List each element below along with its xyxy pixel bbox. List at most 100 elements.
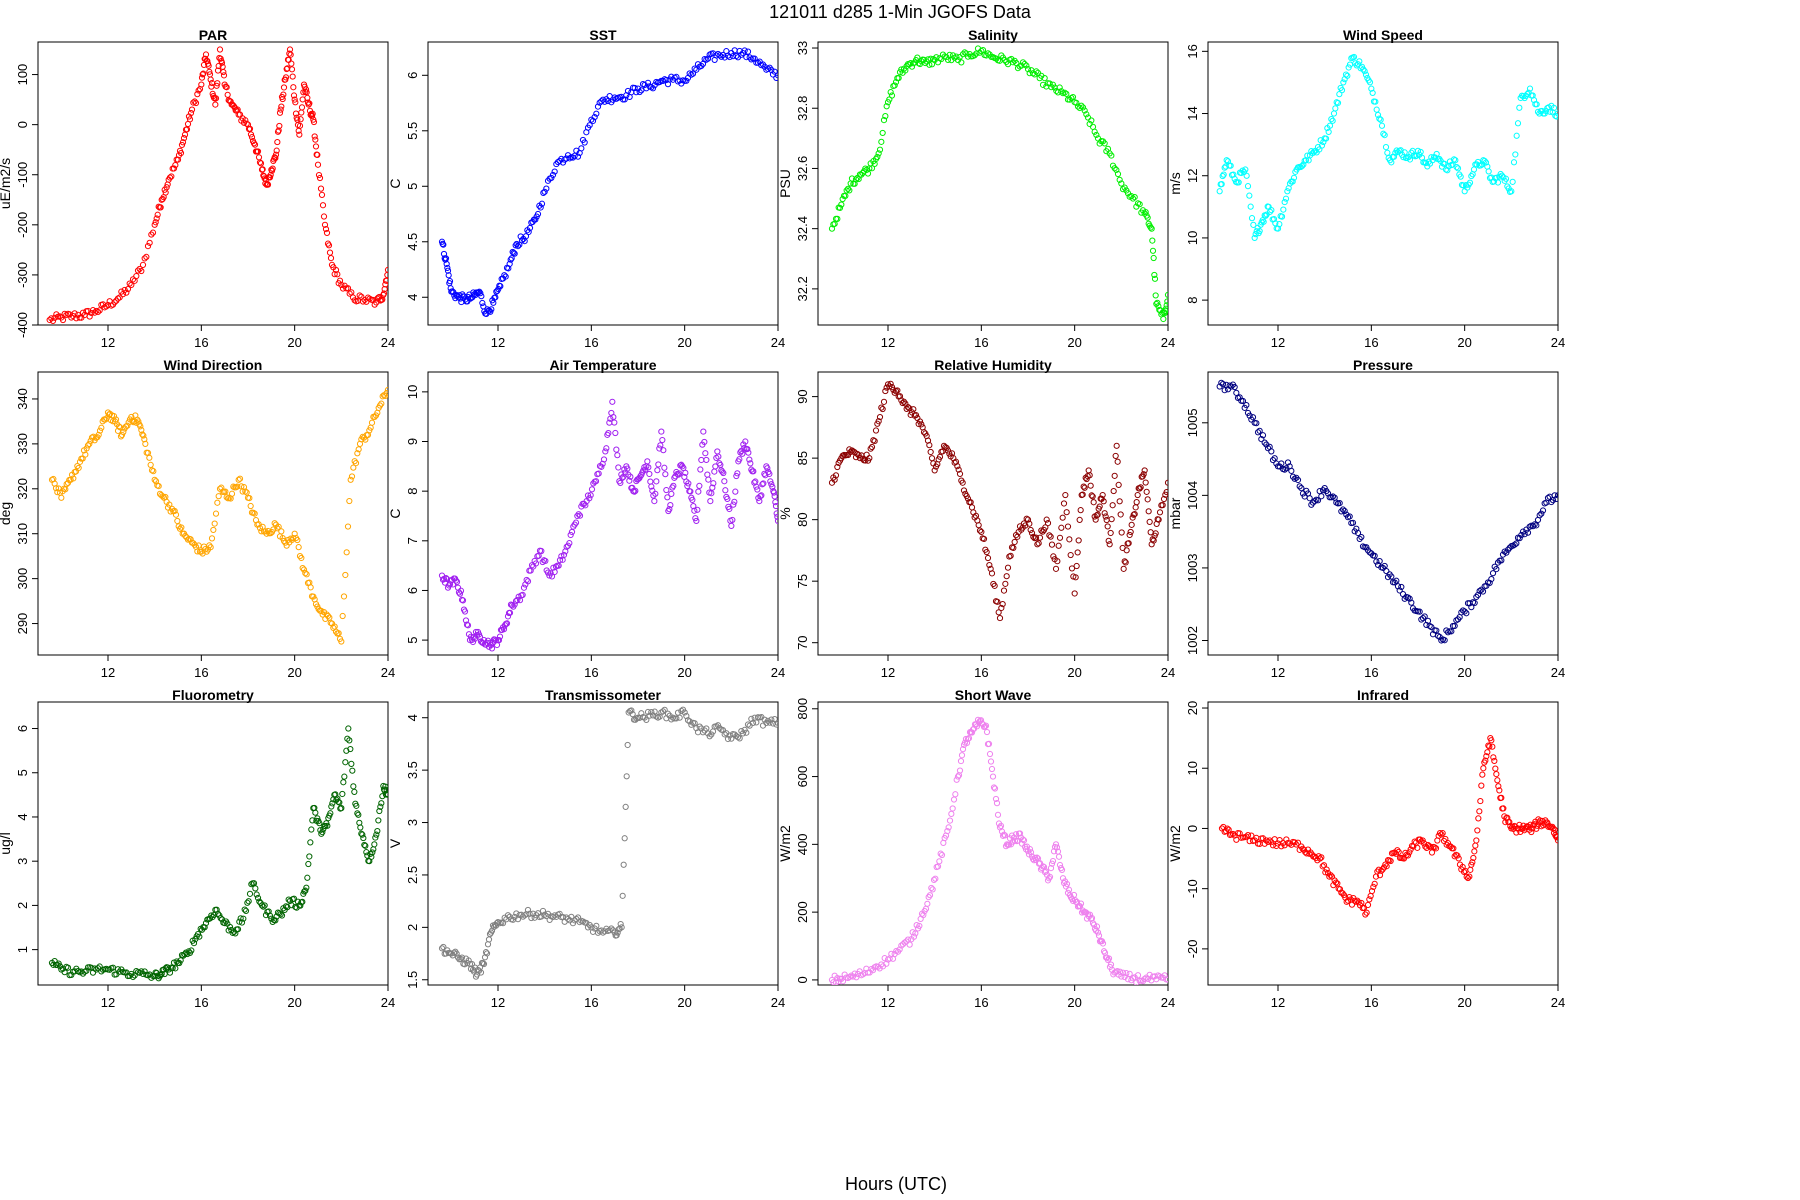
x-tick-label: 20 — [677, 665, 691, 680]
panel-short-wave: Short Wave 12 16 20 24 0 200 400 600 800 W/m2 — [777, 687, 1175, 1010]
data-point — [1114, 170, 1122, 178]
panel-title: Transmissometer — [545, 687, 661, 703]
data-point — [453, 950, 460, 957]
data-point — [251, 141, 259, 148]
data-point — [587, 492, 594, 499]
data-point — [1328, 116, 1335, 123]
data-point — [1046, 80, 1053, 87]
data-point — [450, 949, 458, 956]
y-tick-label: 300 — [15, 568, 30, 590]
data-point — [1332, 879, 1340, 886]
y-tick-label: 6 — [405, 72, 420, 79]
data-point — [1318, 142, 1326, 149]
data-point — [659, 436, 666, 444]
data-point — [1088, 117, 1095, 124]
data-point — [1163, 302, 1168, 309]
data-point — [323, 229, 331, 237]
data-point — [278, 103, 285, 110]
data-point — [1276, 221, 1283, 228]
data-point — [214, 499, 221, 506]
data-point — [120, 428, 127, 436]
data-point — [623, 773, 630, 780]
data-point — [1457, 173, 1464, 180]
panel-air-temperature: Air Temperature 12 16 20 24 5 6 7 8 9 10 C — [387, 357, 785, 680]
data-point — [1143, 488, 1150, 495]
data-point — [1055, 542, 1062, 549]
data-point — [148, 467, 156, 474]
data-point — [1477, 162, 1484, 169]
data-point — [1526, 85, 1534, 92]
data-point — [867, 445, 874, 452]
data-point — [348, 760, 355, 768]
data-point — [953, 53, 960, 60]
data-point — [1129, 195, 1137, 202]
data-point — [59, 316, 67, 324]
data-point — [524, 906, 532, 914]
data-point — [1268, 839, 1275, 846]
data-point — [275, 523, 282, 530]
data-point — [1041, 74, 1048, 82]
data-point — [1492, 765, 1499, 772]
data-point — [879, 129, 886, 137]
data-point — [693, 66, 700, 73]
data-point — [617, 920, 624, 928]
x-tick-label: 20 — [1457, 335, 1471, 350]
data-point — [1489, 743, 1496, 750]
data-point — [912, 930, 919, 937]
data-point — [172, 162, 179, 169]
data-point — [1056, 534, 1064, 541]
data-point — [989, 773, 997, 780]
data-point — [717, 461, 724, 469]
y-tick-label: 600 — [795, 766, 810, 788]
data-point — [1019, 836, 1027, 843]
data-point — [1474, 591, 1482, 599]
data-point — [644, 708, 652, 716]
data-point — [1321, 485, 1328, 492]
data-point — [1428, 154, 1435, 161]
data-point — [1131, 193, 1138, 201]
data-point — [1401, 149, 1408, 156]
y-tick-label: 6 — [15, 725, 30, 732]
data-point — [300, 566, 308, 573]
data-point — [1131, 510, 1138, 518]
data-point — [1509, 178, 1516, 185]
data-point — [1381, 132, 1388, 139]
data-point — [445, 272, 452, 279]
data-point — [964, 735, 972, 743]
data-point — [1493, 566, 1500, 573]
data-point — [863, 451, 870, 458]
data-point — [510, 249, 517, 256]
data-point — [1246, 192, 1253, 199]
data-point — [1463, 873, 1470, 880]
data-point — [549, 913, 557, 921]
data-point — [1363, 544, 1370, 551]
panel-title: Pressure — [1353, 357, 1413, 373]
data-point — [1155, 516, 1162, 523]
data-point — [1508, 188, 1515, 195]
data-point — [1326, 122, 1334, 129]
data-point — [179, 139, 187, 146]
data-point — [317, 185, 325, 192]
data-point — [212, 101, 219, 108]
data-point — [227, 98, 234, 105]
data-point — [1416, 608, 1423, 615]
data-point — [308, 826, 315, 833]
data-point — [1133, 499, 1140, 506]
x-tick-label: 12 — [1271, 335, 1285, 350]
data-point — [1148, 225, 1155, 232]
data-point — [552, 563, 560, 570]
data-point — [522, 233, 530, 240]
data-point — [994, 811, 1002, 818]
data-point — [950, 796, 958, 803]
data-point — [661, 706, 668, 713]
data-point — [928, 884, 935, 892]
data-point — [1325, 128, 1332, 135]
data-point — [294, 536, 301, 544]
data-point — [1383, 863, 1390, 870]
data-point — [1469, 859, 1476, 866]
data-point — [1294, 839, 1302, 846]
data-point — [614, 452, 621, 459]
data-point — [542, 557, 549, 565]
data-point — [1319, 863, 1326, 870]
plot-frame — [37, 701, 389, 986]
